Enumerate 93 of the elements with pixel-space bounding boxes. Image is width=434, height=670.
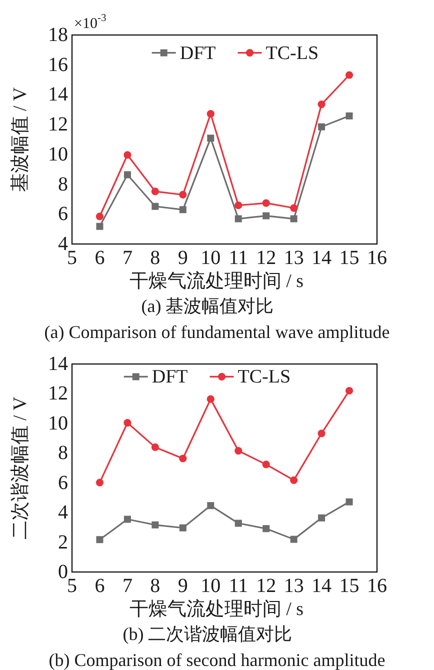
point xyxy=(262,460,270,468)
point xyxy=(262,525,270,532)
text: (a) Comparison of fundamental wave amplitude xyxy=(44,322,390,342)
y-tick-label: 8 xyxy=(58,173,68,196)
x-tick-label: 8 xyxy=(150,247,160,269)
point xyxy=(206,395,214,403)
x-tick-label: 7 xyxy=(122,575,132,597)
point xyxy=(124,419,132,427)
x-tick-label: 11 xyxy=(228,575,248,597)
point xyxy=(234,202,242,210)
point xyxy=(318,123,326,130)
point xyxy=(206,110,214,118)
point xyxy=(290,204,298,212)
y-axis-title: 基波幅值 / V xyxy=(10,86,30,192)
x-tick-label: 5 xyxy=(67,247,77,269)
y-tick-label: 0 xyxy=(58,561,68,583)
x-tick-label: 16 xyxy=(367,247,387,269)
point xyxy=(124,151,132,159)
y-tick-label: 4 xyxy=(58,502,68,524)
x-tick-label: 9 xyxy=(178,575,188,597)
point xyxy=(151,188,159,196)
point xyxy=(318,100,326,108)
point xyxy=(290,215,298,222)
point xyxy=(290,476,298,484)
point xyxy=(96,212,104,220)
y-tick-label: 18 xyxy=(48,24,68,46)
y-tick-label: 8 xyxy=(58,442,68,464)
y-tick-label: 12 xyxy=(48,382,68,405)
x-tick-label: 5 xyxy=(67,575,77,597)
text: (b) 二次谐波幅值对比 xyxy=(122,624,292,644)
x-tick-label: 10 xyxy=(200,575,221,597)
y-tick-label: 16 xyxy=(48,54,68,76)
point xyxy=(179,206,186,214)
point xyxy=(345,386,354,395)
x-tick-label: 14 xyxy=(312,575,332,597)
legend-label: TC-LS xyxy=(238,366,291,388)
legend-label: DFT xyxy=(152,366,188,388)
text: (b) Comparison of second harmonic amplitude xyxy=(48,650,386,670)
x-tick-label: 10 xyxy=(200,247,221,269)
point xyxy=(234,446,242,455)
point xyxy=(207,502,214,510)
point xyxy=(318,430,326,438)
x-tick-label: 14 xyxy=(312,247,332,269)
x-tick-label: 7 xyxy=(122,247,132,269)
x-tick-label: 8 xyxy=(150,575,160,597)
point xyxy=(207,134,214,142)
point xyxy=(96,478,104,486)
point xyxy=(124,171,131,178)
x-axis-title: 干燥气流处理时间 / s xyxy=(129,270,304,292)
x-axis-title: 干燥气流处理时间 / s xyxy=(129,598,304,620)
point xyxy=(262,199,270,207)
y-tick-label: 12 xyxy=(48,114,68,136)
point xyxy=(179,190,187,199)
point xyxy=(96,222,104,230)
point xyxy=(346,498,353,506)
x-tick-label: 12 xyxy=(256,247,276,269)
point xyxy=(151,443,159,451)
x-tick-label: 13 xyxy=(284,575,304,597)
point xyxy=(124,516,131,523)
x-tick-label: 13 xyxy=(284,247,304,269)
y-tick-label: 6 xyxy=(58,472,68,494)
point xyxy=(179,524,186,532)
x-tick-label: 12 xyxy=(256,575,276,597)
point xyxy=(345,71,354,79)
text: ×10$^{-3}$ xyxy=(74,13,106,32)
text: (a) 基波幅值对比 xyxy=(141,296,274,316)
legend-label: DFT xyxy=(180,42,216,64)
y-axis-title: 二次谐波幅值 / V xyxy=(10,396,30,540)
y-tick-label: 4 xyxy=(58,233,68,255)
y-tick-label: 2 xyxy=(58,531,68,554)
point xyxy=(318,514,326,522)
x-tick-label: 15 xyxy=(339,575,360,597)
y-tick-label: 10 xyxy=(48,412,68,434)
point xyxy=(179,454,187,462)
x-tick-label: 6 xyxy=(94,247,105,269)
point xyxy=(152,521,159,528)
y-tick-label: 14 xyxy=(48,353,68,375)
x-tick-label: 15 xyxy=(339,247,360,269)
legend-label: TC-LS xyxy=(266,42,319,64)
point xyxy=(234,520,242,527)
point xyxy=(290,536,298,543)
x-tick-label: 9 xyxy=(178,247,188,269)
y-tick-label: 10 xyxy=(48,143,68,166)
point xyxy=(152,202,159,210)
point xyxy=(346,112,353,120)
point xyxy=(96,536,104,544)
point xyxy=(234,215,242,222)
y-tick-label: 14 xyxy=(48,84,68,106)
y-tick-label: 6 xyxy=(58,203,68,226)
x-tick-label: 6 xyxy=(94,575,105,597)
point xyxy=(262,212,270,220)
x-tick-label: 11 xyxy=(228,247,248,269)
x-tick-label: 16 xyxy=(367,575,387,597)
